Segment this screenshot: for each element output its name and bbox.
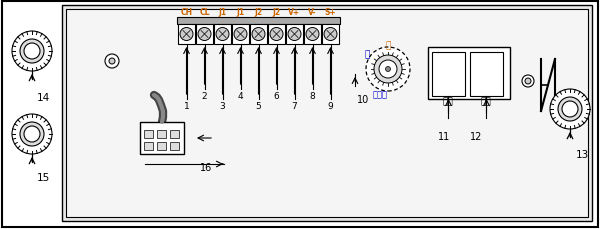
Bar — [304, 25, 321, 45]
Text: CL: CL — [199, 8, 210, 17]
Text: J2: J2 — [254, 8, 263, 17]
Circle shape — [379, 61, 397, 79]
Text: V+: V+ — [289, 8, 301, 17]
Circle shape — [562, 101, 578, 117]
Bar — [322, 25, 339, 45]
Text: 主电: 主电 — [443, 97, 454, 106]
Circle shape — [198, 28, 211, 41]
Bar — [170, 142, 179, 150]
Text: 2: 2 — [202, 92, 208, 101]
Circle shape — [366, 48, 410, 92]
Text: 关: 关 — [364, 50, 370, 59]
Circle shape — [252, 28, 265, 41]
Circle shape — [105, 55, 119, 69]
Bar — [144, 142, 153, 150]
Circle shape — [550, 90, 590, 129]
Circle shape — [24, 126, 40, 142]
Circle shape — [288, 28, 301, 41]
Circle shape — [522, 76, 534, 88]
Text: 15: 15 — [37, 172, 50, 182]
Bar — [268, 25, 285, 45]
Text: 14: 14 — [37, 93, 50, 103]
Text: 5: 5 — [256, 101, 262, 111]
Circle shape — [270, 28, 283, 41]
Bar — [286, 25, 303, 45]
Circle shape — [216, 28, 229, 41]
Text: S+: S+ — [325, 8, 337, 17]
Circle shape — [180, 28, 193, 41]
Bar — [428, 48, 510, 100]
Text: 11: 11 — [438, 131, 450, 141]
Circle shape — [558, 98, 582, 121]
Bar — [144, 131, 153, 138]
Text: 4: 4 — [238, 92, 244, 101]
Bar — [177, 18, 340, 25]
Text: V-: V- — [308, 8, 317, 17]
Text: 1: 1 — [184, 101, 190, 111]
Text: 16: 16 — [200, 162, 212, 172]
Text: J2: J2 — [272, 8, 281, 17]
Circle shape — [12, 32, 52, 72]
Text: 10: 10 — [357, 95, 369, 105]
Text: 9: 9 — [328, 101, 334, 111]
Text: J1: J1 — [236, 8, 245, 17]
Text: 6: 6 — [274, 92, 280, 101]
Text: 8: 8 — [310, 92, 316, 101]
Text: 13: 13 — [576, 149, 589, 159]
Text: J1: J1 — [218, 8, 227, 17]
Bar — [232, 25, 249, 45]
Text: 3: 3 — [220, 101, 226, 111]
Bar — [178, 25, 195, 45]
Circle shape — [109, 59, 115, 65]
Circle shape — [306, 28, 319, 41]
Bar — [140, 123, 184, 154]
Text: 开: 开 — [385, 41, 391, 50]
Text: 备电: 备电 — [481, 97, 491, 106]
Bar — [214, 25, 231, 45]
Bar — [157, 131, 166, 138]
Text: 按簧钮: 按簧钮 — [373, 90, 388, 99]
Circle shape — [20, 40, 44, 64]
Text: 7: 7 — [292, 101, 298, 111]
Bar — [250, 25, 267, 45]
Circle shape — [525, 79, 531, 85]
Bar — [196, 25, 213, 45]
Bar — [157, 142, 166, 150]
Circle shape — [20, 123, 44, 146]
Circle shape — [234, 28, 247, 41]
Bar — [170, 131, 179, 138]
Circle shape — [324, 28, 337, 41]
Bar — [470, 53, 503, 97]
Circle shape — [24, 44, 40, 60]
Text: CH: CH — [181, 8, 193, 17]
Circle shape — [386, 67, 391, 72]
Bar — [432, 53, 465, 97]
Bar — [66, 10, 588, 217]
Circle shape — [374, 56, 402, 84]
Text: 12: 12 — [470, 131, 482, 141]
Bar — [62, 6, 592, 221]
Circle shape — [12, 114, 52, 154]
